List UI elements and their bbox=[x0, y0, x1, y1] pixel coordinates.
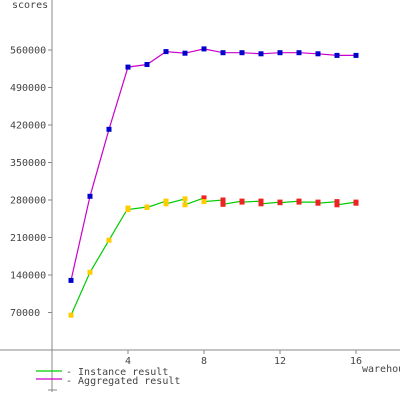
data-point-aggregated bbox=[144, 62, 150, 67]
data-point-instance bbox=[277, 200, 283, 206]
y-tick-label: 560000 bbox=[10, 46, 46, 57]
data-point-instance bbox=[106, 237, 112, 243]
data-point-aggregated bbox=[125, 64, 131, 70]
data-point-instance bbox=[87, 269, 93, 275]
data-point-aggregated bbox=[315, 51, 321, 57]
data-point-instance bbox=[239, 199, 245, 205]
data-point-instance bbox=[163, 201, 169, 207]
data-point-aggregated bbox=[220, 50, 226, 56]
x-tick-label: 4 bbox=[125, 356, 131, 367]
series-line-aggregated bbox=[70, 48, 356, 281]
data-point-aggregated bbox=[106, 126, 112, 132]
x-tick-label: 8 bbox=[201, 356, 207, 367]
data-point-aggregated bbox=[296, 50, 302, 56]
y-tick-label: 140000 bbox=[10, 271, 46, 282]
data-point-aggregated bbox=[87, 193, 93, 199]
y-tick-label: 70000 bbox=[10, 308, 40, 319]
data-point-instance bbox=[220, 201, 226, 207]
data-point-instance bbox=[334, 202, 340, 208]
data-point-instance bbox=[163, 198, 169, 204]
data-point-aggregated bbox=[258, 51, 264, 57]
legend-label-aggregated: - Aggregated result bbox=[66, 376, 180, 387]
data-point-instance bbox=[258, 201, 264, 207]
y-tick-label: 280000 bbox=[10, 196, 46, 207]
data-point-instance bbox=[296, 199, 302, 205]
data-point-instance bbox=[315, 200, 321, 206]
y-tick-label: 210000 bbox=[10, 233, 46, 244]
data-point-instance bbox=[68, 312, 74, 318]
data-point-instance bbox=[220, 197, 226, 203]
data-point-aggregated bbox=[277, 50, 283, 56]
data-point-aggregated bbox=[201, 46, 207, 52]
x-ticks: 4 8 12 16 bbox=[125, 350, 362, 367]
data-point-instance bbox=[182, 196, 188, 202]
legend: - Instance result - Aggregated result bbox=[36, 367, 180, 387]
data-point-aggregated bbox=[163, 49, 169, 55]
y-tick-label: 350000 bbox=[10, 158, 46, 169]
data-point-aggregated bbox=[353, 52, 359, 58]
data-point-instance bbox=[144, 205, 150, 210]
data-point-instance bbox=[201, 199, 207, 205]
data-point-instance bbox=[125, 207, 131, 213]
x-tick-label: 12 bbox=[274, 356, 286, 367]
x-axis-title: warehouses bbox=[362, 364, 400, 375]
y-axis-title: scores bbox=[12, 0, 48, 11]
data-point-aggregated bbox=[239, 50, 245, 56]
series-layer bbox=[68, 46, 359, 318]
data-point-aggregated bbox=[334, 52, 340, 58]
data-point-instance bbox=[182, 202, 188, 208]
legend-label-instance: - Instance result bbox=[66, 367, 168, 378]
y-ticks: 70000 140000 210000 280000 350000 420000 49000… bbox=[10, 46, 52, 319]
data-point-instance bbox=[353, 200, 359, 206]
data-point-instance bbox=[258, 198, 264, 204]
data-point-instance bbox=[201, 195, 207, 201]
x-tick-label: 16 bbox=[350, 356, 362, 367]
y-tick-label: 490000 bbox=[10, 83, 46, 94]
data-point-aggregated bbox=[68, 277, 74, 283]
y-tick-label: 420000 bbox=[10, 121, 46, 132]
series-line-instance bbox=[70, 197, 357, 316]
data-point-aggregated bbox=[182, 50, 188, 56]
data-point-instance bbox=[334, 199, 340, 205]
